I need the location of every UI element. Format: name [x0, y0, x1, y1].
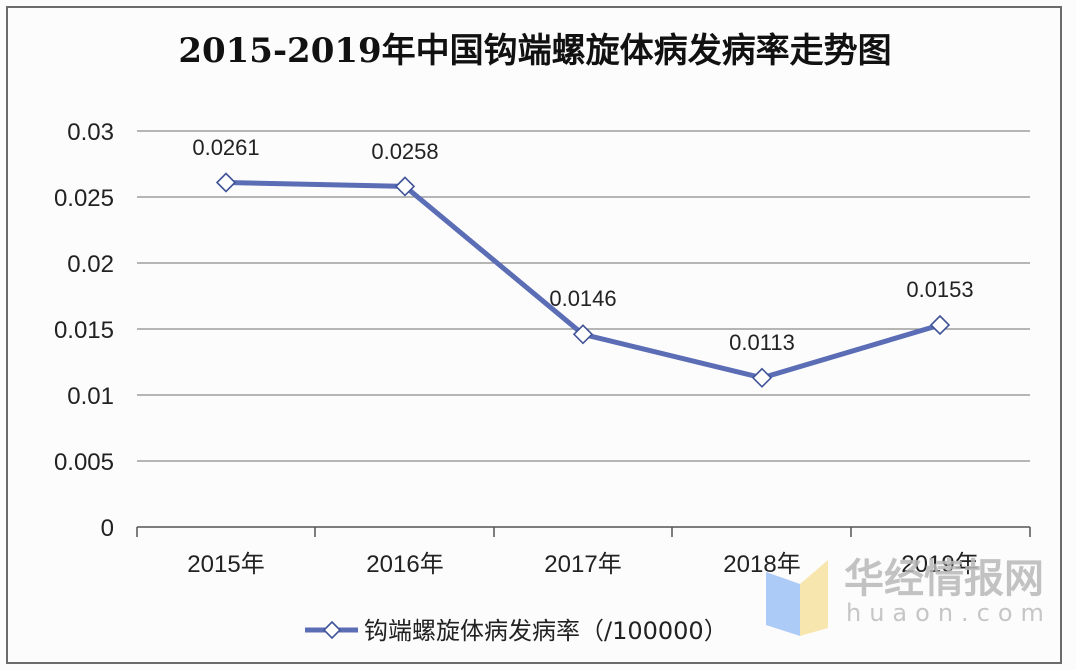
chart-frame	[6, 6, 1062, 664]
chart-title: 2015-2019年中国钩端螺旋体病发病率走势图	[178, 31, 891, 71]
legend-diamond-icon	[322, 620, 342, 640]
y-tick-label: 0.03	[67, 119, 114, 146]
watermark: 华经情报网 huaon.com	[766, 556, 1052, 636]
y-tick-label: 0.015	[54, 317, 114, 344]
data-label: 0.0113	[729, 330, 795, 355]
x-tick-label: 2018年	[723, 551, 800, 578]
watermark-logo-right	[800, 560, 828, 636]
y-tick-label: 0.02	[67, 251, 114, 278]
x-tick-label: 2016年	[366, 551, 443, 578]
data-label: 0.0153	[906, 277, 973, 302]
watermark-logo-left	[766, 572, 800, 636]
x-tick-label: 2019年	[901, 551, 978, 578]
data-point-marker	[572, 324, 594, 345]
x-tick-label: 2015年	[187, 551, 264, 578]
data-label: 0.0261	[192, 135, 259, 160]
data-point-marker	[394, 176, 416, 197]
x-axis	[136, 526, 1031, 537]
watermark-name: 华经情报网	[844, 556, 1044, 602]
y-axis-labels: 0.03 0.025 0.02 0.015 0.01 0.005 0	[54, 119, 114, 542]
x-tick-label: 2017年	[544, 551, 621, 578]
data-point-marker	[751, 367, 773, 388]
y-tick-label: 0.01	[67, 383, 114, 410]
series-line	[225, 180, 941, 381]
legend-label: 钩端螺旋体病发病率（/100000）	[364, 617, 728, 645]
data-point-marker	[215, 172, 237, 193]
data-point-marker	[929, 314, 951, 336]
x-axis-labels: 2015年 2016年 2017年 2018年 2019年	[187, 551, 978, 578]
data-labels: 0.0261 0.0258 0.0146 0.0113 0.0153	[192, 135, 973, 355]
gridlines	[137, 130, 1030, 462]
series-markers	[215, 172, 951, 388]
y-tick-label: 0.005	[54, 449, 114, 476]
legend: 钩端螺旋体病发病率（/100000）	[305, 617, 728, 645]
y-tick-label: 0.025	[54, 185, 114, 212]
data-label: 0.0146	[549, 286, 616, 311]
y-tick-label: 0	[101, 515, 114, 542]
data-label: 0.0258	[371, 139, 438, 164]
watermark-domain: huaon.com	[846, 599, 1052, 627]
